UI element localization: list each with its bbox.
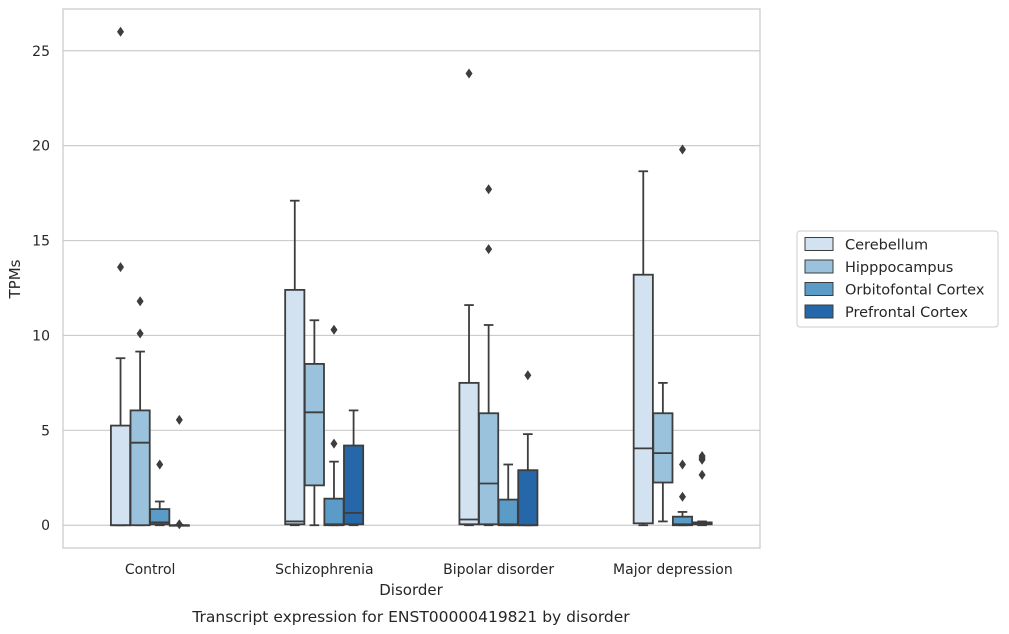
box-body: [478, 412, 500, 526]
legend-label: Cerebellum: [845, 238, 928, 254]
x-tick-label: Control: [125, 562, 176, 578]
box-2-3: [671, 144, 693, 527]
y-tick-label: 10: [32, 328, 50, 344]
box-3-3: [691, 450, 713, 527]
box-body: [517, 469, 539, 527]
box-2-0: [149, 459, 171, 527]
box-1-3: [652, 381, 674, 523]
box-body: [632, 273, 654, 525]
boxes-layer: [110, 26, 713, 530]
chart-caption: Transcript expression for ENST0000041982…: [191, 608, 630, 626]
box-2-1: [323, 324, 345, 527]
x-tick-label: Major depression: [613, 562, 733, 578]
outlier-point: [136, 328, 144, 339]
y-tick-label: 0: [41, 518, 50, 534]
outlier-point: [678, 459, 686, 470]
y-axis-label: TPMs: [6, 259, 24, 299]
legend-swatch: [804, 237, 834, 251]
legend-swatch: [804, 259, 834, 274]
outlier-point: [136, 296, 144, 307]
outlier-point: [698, 469, 706, 480]
legend-label: Prefrontal Cortex: [845, 305, 968, 321]
box-1-1: [303, 319, 325, 527]
x-axis-label: Disorder: [379, 581, 443, 599]
outlier-point: [678, 144, 686, 155]
box-0-1: [284, 199, 306, 527]
legend-label: Orbitofontal Cortex: [845, 283, 985, 299]
outlier-point: [485, 244, 493, 255]
outlier-point: [330, 438, 338, 449]
y-tick-label: 15: [32, 234, 50, 250]
box-body: [343, 444, 365, 526]
outlier-point: [175, 414, 183, 425]
box-body: [303, 363, 325, 487]
outlier-point: [485, 184, 493, 195]
plot-frame: [62, 8, 761, 549]
box-3-1: [343, 409, 365, 527]
x-axis-ticks: Control Schizophrenia Bipolar disorder Majo…: [125, 562, 733, 578]
outlier-point: [330, 324, 338, 335]
box-body: [652, 412, 674, 484]
legend-swatch: [804, 282, 834, 296]
legend-swatch: [804, 304, 834, 319]
legend-frame: [796, 230, 999, 328]
box-body: [671, 515, 693, 527]
box-body: [323, 497, 345, 527]
outlier-point: [465, 68, 473, 79]
box-body: [149, 508, 171, 526]
box-body: [284, 288, 306, 526]
y-tick-label: 5: [41, 423, 50, 439]
box-2-2: [497, 463, 519, 527]
box-3-2: [517, 370, 539, 527]
outlier-point: [156, 459, 164, 470]
outlier-point: [117, 26, 125, 37]
legend: Cerebellum Hipppocampus Orbitofontal Corte…: [796, 230, 999, 328]
y-axis-ticks: 0 5 10 15 20 25: [32, 44, 50, 534]
outlier-point: [698, 450, 706, 461]
box-1-2: [478, 184, 500, 527]
x-tick-label: Schizophrenia: [275, 562, 373, 578]
box-body: [458, 381, 480, 526]
box-0-0: [110, 26, 132, 527]
box-0-3: [632, 170, 654, 527]
legend-label: Hipppocampus: [845, 260, 953, 276]
outlier-point: [678, 491, 686, 502]
y-tick-label: 25: [32, 44, 50, 60]
y-tick-label: 20: [32, 139, 50, 155]
outlier-point: [524, 370, 532, 381]
x-tick-label: Bipolar disorder: [443, 562, 554, 578]
outlier-point: [175, 519, 183, 530]
box-1-0: [129, 296, 151, 527]
box-0-2: [458, 68, 480, 527]
box-3-0: [168, 414, 190, 530]
outlier-point: [117, 262, 125, 273]
box-body: [129, 409, 151, 527]
box-body: [497, 498, 519, 527]
box-body: [110, 424, 132, 527]
